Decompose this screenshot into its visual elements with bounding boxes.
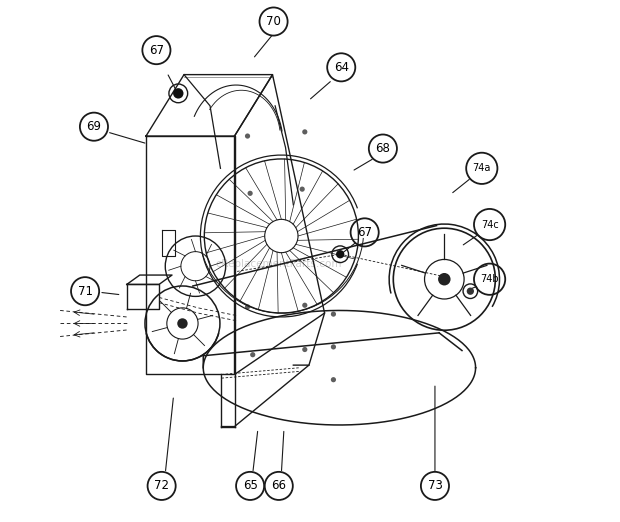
Text: 74b: 74b xyxy=(480,274,499,284)
Text: 72: 72 xyxy=(154,479,169,492)
Text: 71: 71 xyxy=(78,284,92,298)
Circle shape xyxy=(177,318,188,329)
Text: 64: 64 xyxy=(334,61,348,74)
Circle shape xyxy=(302,347,308,352)
Circle shape xyxy=(299,186,305,192)
Circle shape xyxy=(331,345,336,350)
Circle shape xyxy=(245,304,250,310)
Text: 68: 68 xyxy=(376,142,391,155)
Text: 74a: 74a xyxy=(472,163,491,173)
Text: 67: 67 xyxy=(149,44,164,57)
Circle shape xyxy=(331,312,336,317)
Circle shape xyxy=(331,377,336,382)
Text: 70: 70 xyxy=(266,15,281,28)
Circle shape xyxy=(336,250,344,258)
Circle shape xyxy=(250,352,255,358)
Circle shape xyxy=(438,273,451,286)
Circle shape xyxy=(173,88,184,99)
Text: 74c: 74c xyxy=(480,220,498,230)
Circle shape xyxy=(245,134,250,139)
Text: 73: 73 xyxy=(428,479,443,492)
Circle shape xyxy=(302,129,308,135)
Text: 69: 69 xyxy=(86,120,102,133)
Circle shape xyxy=(467,288,474,295)
Text: 66: 66 xyxy=(272,479,286,492)
Text: 65: 65 xyxy=(242,479,257,492)
Text: 67: 67 xyxy=(357,226,372,239)
Text: eReplacementParts.com: eReplacementParts.com xyxy=(216,258,342,269)
Circle shape xyxy=(302,303,308,308)
Circle shape xyxy=(247,191,253,196)
